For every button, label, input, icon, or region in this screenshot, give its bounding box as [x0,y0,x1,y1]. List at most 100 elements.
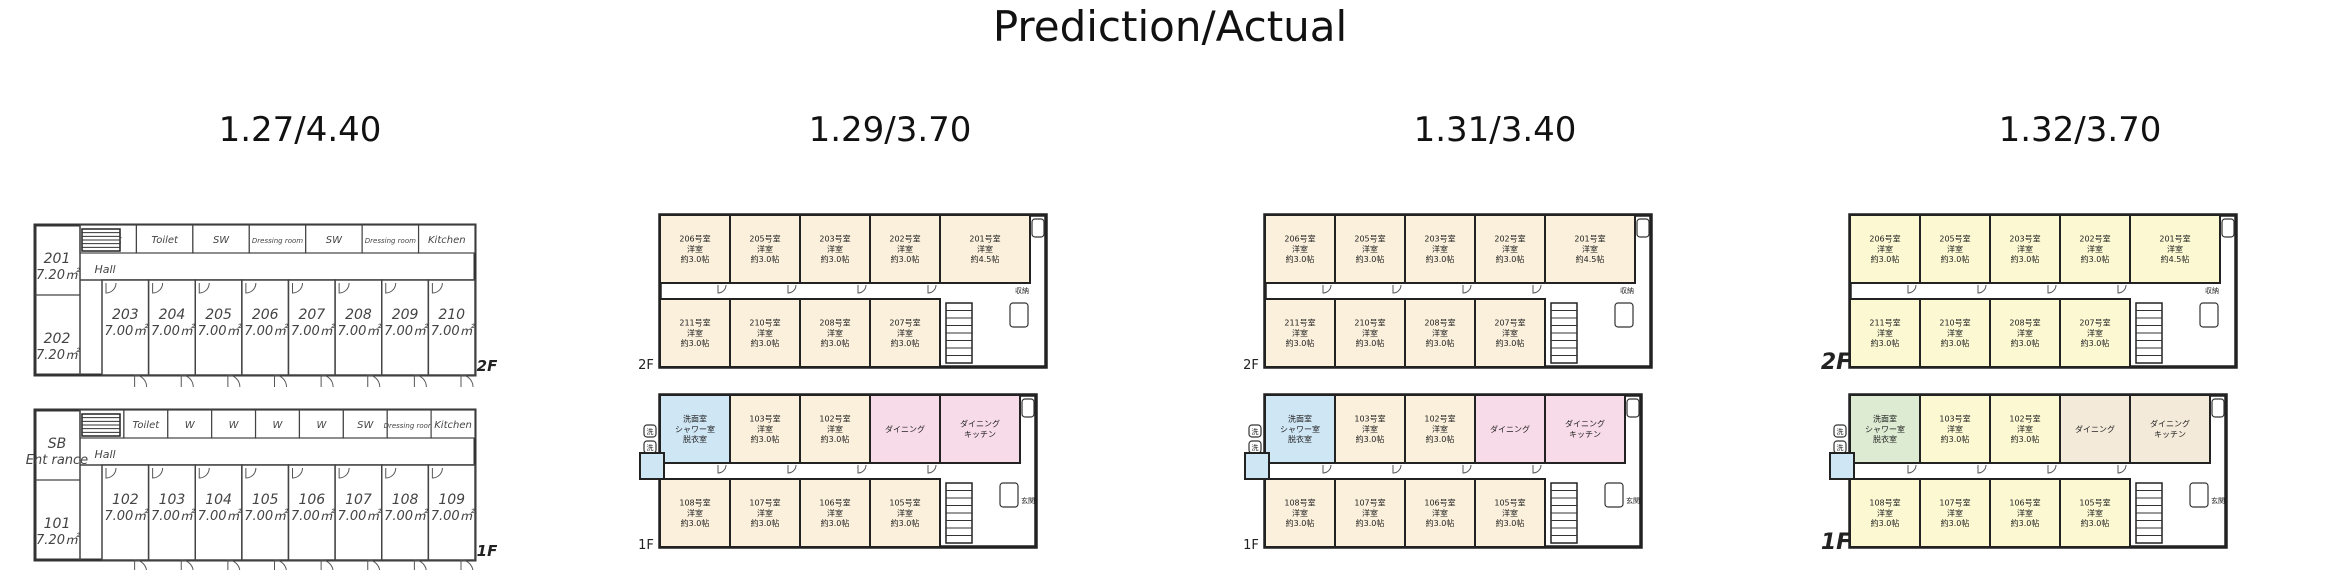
floor-level-label: 1F [1821,530,1851,555]
staircase [81,228,121,252]
room-label: 約3.0帖 [1426,338,1455,348]
door-swing [180,374,194,388]
room-number: 205 [205,307,232,323]
room-label: 206号室 [679,233,710,243]
room-label: 約3.0帖 [1871,518,1900,528]
door-swing [134,374,148,388]
room [1404,478,1476,548]
room-label: ダイニング [1565,419,1605,429]
entrance-label: 玄関 [1021,496,1035,505]
door-swing [1392,464,1402,474]
room-number: 102 [112,492,139,508]
service-room-label: W [185,420,196,431]
figure-title: Prediction/Actual [992,2,1348,51]
room [1474,214,1546,284]
room-label: 洋室 [1432,508,1448,518]
room-label: 約3.0帖 [2011,338,2040,348]
room-label: 約3.0帖 [1426,518,1455,528]
room [1919,298,1991,368]
room [799,298,871,368]
door-swing [338,467,350,479]
floor-level-label: 1F [477,542,498,560]
room-area: 7.00㎡ [384,508,429,524]
room-number: 206 [252,307,279,323]
room-label: 約3.0帖 [1496,518,1525,528]
storage-label: 収納 [2205,286,2219,295]
door-swing [460,559,474,570]
floor-plan-image: Toilet Toilet SW Dressing room SW Dressing ro… [20,170,580,570]
service-room-label: W [316,420,327,431]
door-swing [717,464,727,474]
room-label: 210号室 [1939,317,1970,327]
room-label: 約3.0帖 [1941,434,1970,444]
door-swing [2047,464,2057,474]
room-label: 201号室 [2159,233,2190,243]
room-label: 210号室 [749,317,780,327]
corner-room-area: 7.20㎡ [36,347,81,363]
room-label: 約3.0帖 [1941,518,1970,528]
toilet-icon [1009,302,1029,328]
room [2059,394,2131,464]
room-label: 206号室 [1869,233,1900,243]
room-label: 約3.0帖 [751,434,780,444]
room-area: 7.00㎡ [384,323,429,339]
room-label: 脱衣室 [1288,434,1312,444]
room [659,214,731,284]
room-label: 約3.0帖 [1496,254,1525,264]
door-swing [180,559,194,570]
room-label: 107号室 [1939,497,1970,507]
room-label: 206号室 [1284,233,1315,243]
room-label: 202号室 [889,233,920,243]
corner-room-area: Ent rance [26,453,88,468]
door-swing [787,284,797,294]
room-label: 洋室 [1432,424,1448,434]
room-label: 洋室 [2087,244,2103,254]
room-area: 7.00㎡ [104,508,149,524]
floor-plan-image: 206号室 洋室 約3.0帖 205号室 洋室 約3.0帖 203号室 洋室 約3.0帖 202号… [1800,170,2340,570]
door-swing [1532,284,1542,294]
room-label: 102号室 [1424,413,1455,423]
toilet-icon [2221,218,2235,238]
washer-label: 洗 [1837,427,1844,436]
staircase [945,302,973,364]
room-label: 約3.0帖 [1356,518,1385,528]
room-label: 洋室 [1362,328,1378,338]
room-label: 207号室 [889,317,920,327]
room-label: ダイニング [960,419,1000,429]
service-room-label: Toilet [151,235,179,246]
room-area: 7.00㎡ [431,508,476,524]
room [2059,298,2131,368]
toilet-icon [1021,398,1035,418]
room-label: 105号室 [1494,497,1525,507]
room [799,394,871,464]
room-area: 7.00㎡ [337,323,382,339]
corner-room-number: 202 [44,331,71,347]
room [729,394,801,464]
room-label: 洋室 [2017,424,2033,434]
room-label: 洋室 [897,328,913,338]
panel-score-label: 1.32/3.70 [1998,110,2162,150]
floor-level-label: 1F [1243,538,1259,553]
washer-label: 洗 [647,427,654,436]
floor-plan-drawing: 206号室洋室約3.0帖205号室洋室約3.0帖203号室洋室約3.0帖202号… [638,213,1048,553]
room-label: 201号室 [1574,233,1605,243]
door-swing [1907,464,1917,474]
room-label: 洋室 [827,424,843,434]
toilet-icon [2189,482,2209,508]
room-label: 約3.0帖 [821,434,850,444]
room-label: 洋室 [1877,244,1893,254]
room-number: 207 [298,307,325,323]
room [1264,298,1336,368]
toilet-icon [1626,398,1640,418]
room-area: 7.00㎡ [431,323,476,339]
room [1474,394,1546,464]
room [939,214,1031,284]
door-swing [1462,464,1472,474]
room-label: 洋室 [1502,244,1518,254]
room-number: 204 [159,307,186,323]
room-label: 205号室 [1354,233,1385,243]
room-label: ダイニング [2075,424,2115,434]
room-label: 105号室 [889,497,920,507]
door-swing [1977,464,1987,474]
room [1264,478,1336,548]
